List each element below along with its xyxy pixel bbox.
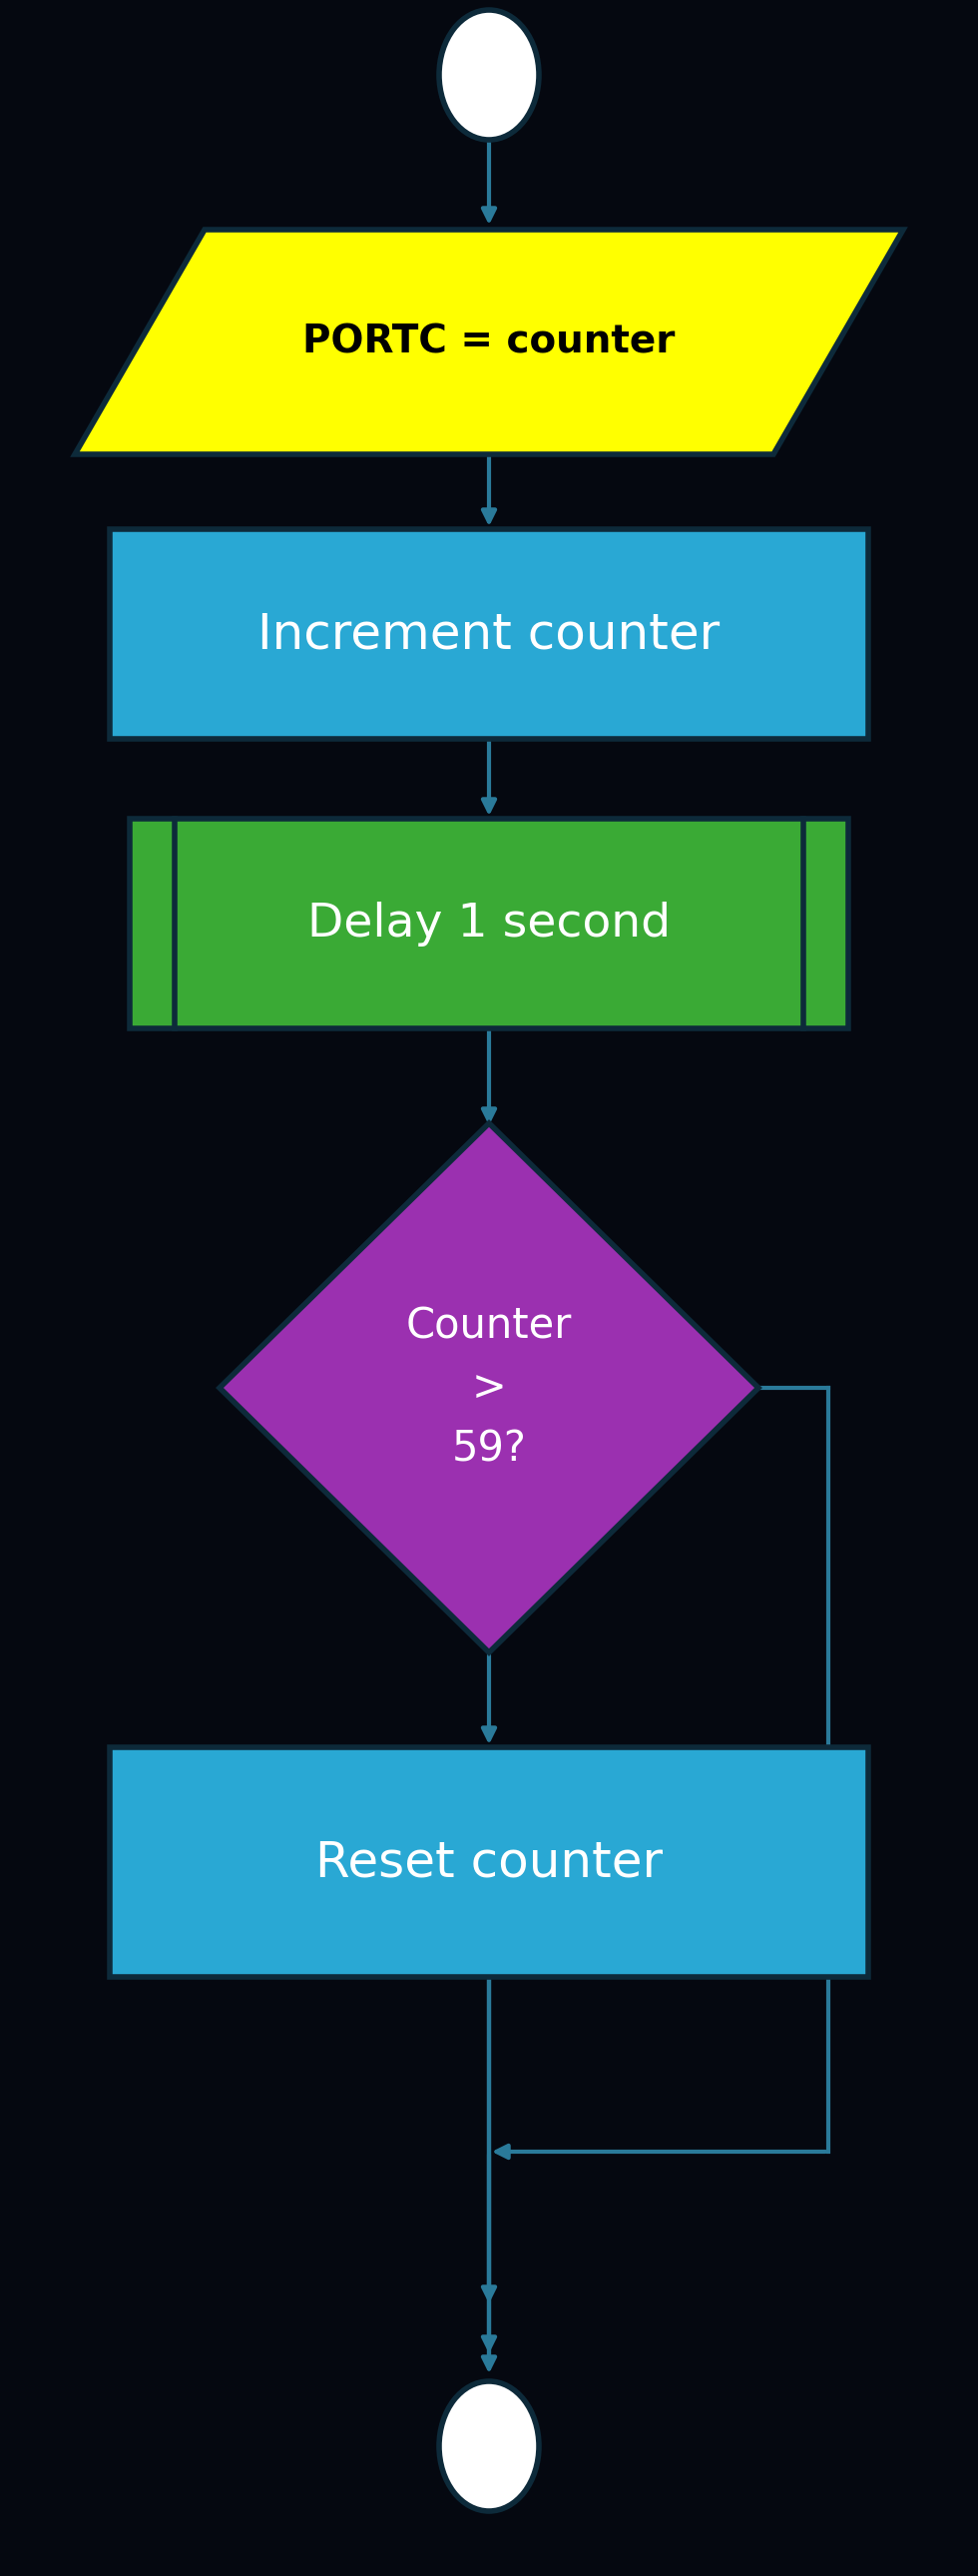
Polygon shape (130, 819, 848, 1028)
Ellipse shape (439, 10, 539, 139)
Polygon shape (219, 1123, 759, 1651)
Text: Increment counter: Increment counter (258, 611, 720, 657)
Polygon shape (110, 528, 868, 739)
Text: Reset counter: Reset counter (315, 1839, 663, 1886)
Polygon shape (110, 1747, 868, 1976)
Text: Delay 1 second: Delay 1 second (307, 902, 671, 945)
Text: PORTC = counter: PORTC = counter (303, 322, 675, 361)
Polygon shape (75, 229, 903, 453)
Text: Counter
>
59?: Counter > 59? (406, 1306, 572, 1471)
Ellipse shape (439, 2380, 539, 2512)
